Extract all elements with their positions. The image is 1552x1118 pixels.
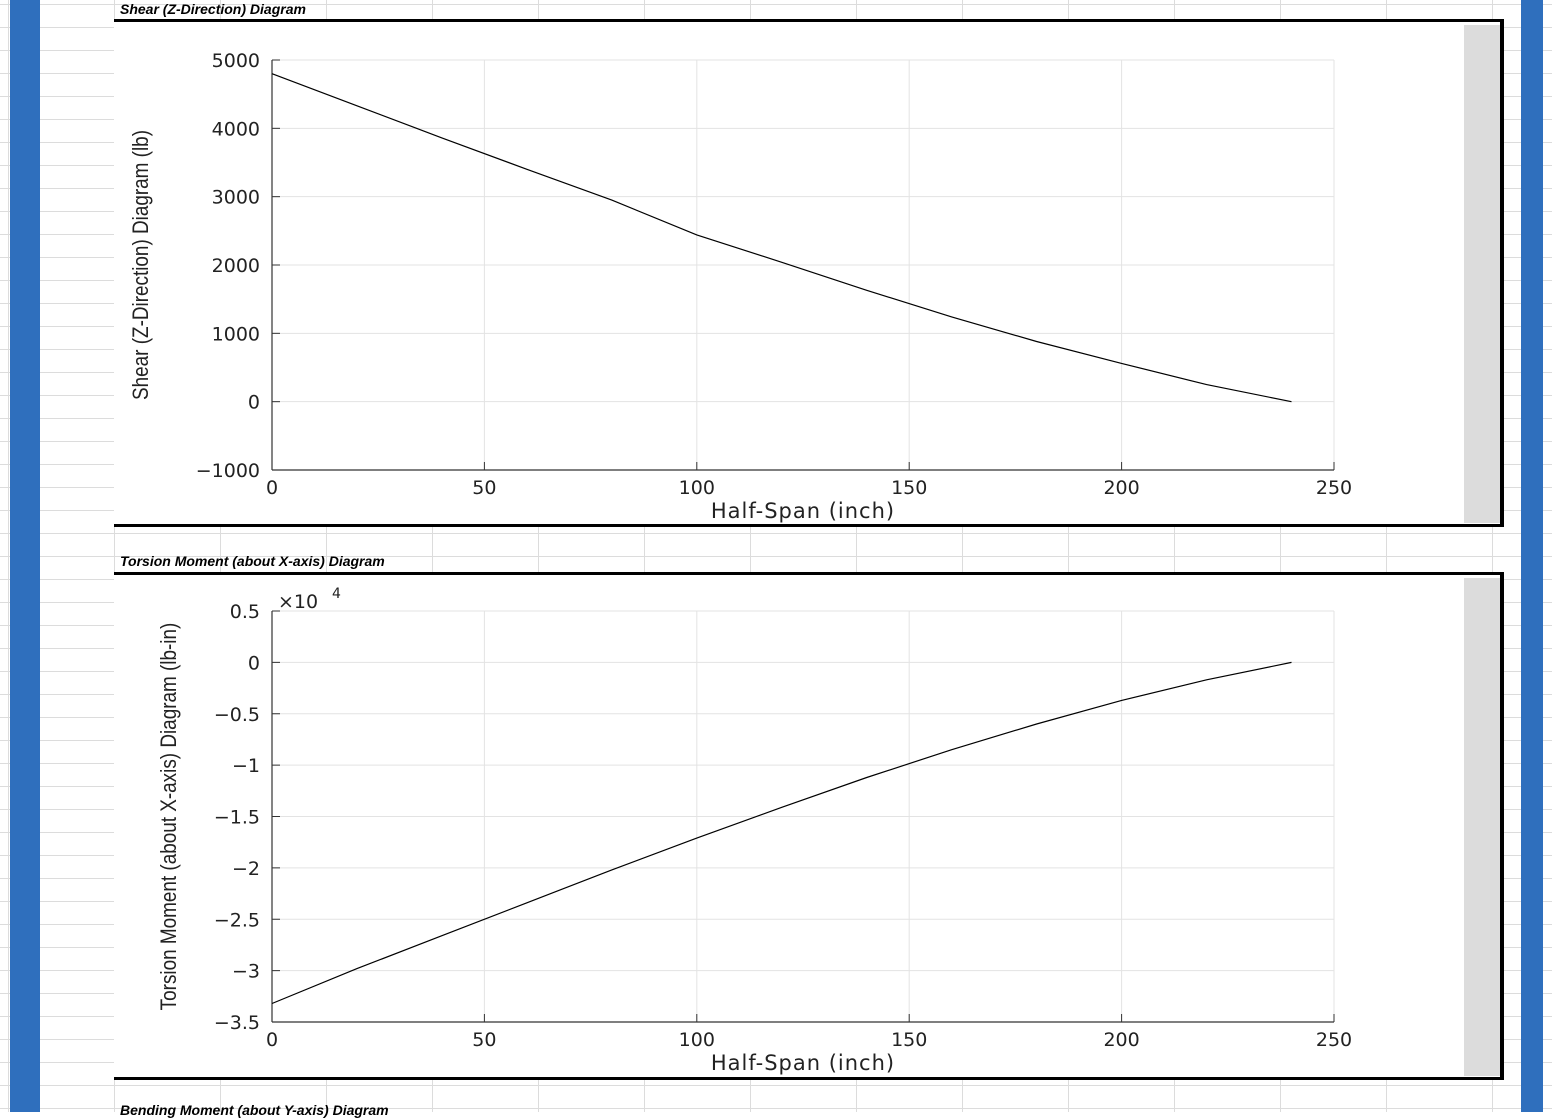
y-tick-label: 0 [248, 652, 260, 674]
x-tick-label: 250 [1316, 477, 1352, 499]
x-tick-label: 0 [266, 477, 278, 499]
y-tick-label: 0.5 [230, 601, 260, 623]
y-tick-label: −2 [232, 858, 260, 880]
y-tick-label: −3 [232, 961, 260, 983]
x-tick-label: 100 [679, 477, 715, 499]
y-tick-label: 4000 [212, 118, 260, 140]
y-tick-label: 3000 [212, 187, 260, 209]
y-tick-label: −2.5 [214, 909, 260, 931]
x-tick-label: 200 [1103, 1029, 1139, 1051]
y-tick-label: 2000 [212, 255, 260, 277]
series-line [271, 73, 1292, 403]
x-axis-label: Half-Span (inch) [711, 499, 895, 523]
x-tick-label: 0 [266, 1029, 278, 1051]
y-exponent-power: 4 [332, 586, 341, 602]
x-tick-label: 50 [472, 477, 496, 499]
y-tick-label: −0.5 [214, 704, 260, 726]
x-axis-label: Half-Span (inch) [711, 1051, 895, 1075]
section-title-bending: Bending Moment (about Y-axis) Diagram [120, 1102, 389, 1118]
section-title-shear: Shear (Z-Direction) Diagram [120, 1, 306, 17]
y-tick-label: −1000 [196, 460, 260, 482]
y-tick-label: −1 [232, 755, 260, 777]
x-tick-label: 50 [472, 1029, 496, 1051]
y-axis-label: Shear (Z-Direction) Diagram (lb) [129, 130, 154, 400]
y-axis-label: Torsion Moment (about X-axis) Diagram (l… [157, 623, 182, 1011]
series-line [271, 661, 1292, 1005]
y-tick-label: −3.5 [214, 1012, 260, 1034]
y-tick-label: 1000 [212, 323, 260, 345]
x-tick-label: 100 [679, 1029, 715, 1051]
x-tick-label: 150 [891, 477, 927, 499]
right-blue-border [1521, 0, 1543, 1112]
x-tick-label: 200 [1103, 477, 1139, 499]
side-panel [1464, 578, 1500, 1076]
y-exponent-label: ×10 [278, 591, 318, 613]
y-tick-label: −1.5 [214, 807, 260, 829]
left-blue-border [10, 0, 40, 1112]
chart-frame-torsion [114, 572, 1504, 1080]
chart-frame-shear [114, 19, 1504, 527]
x-tick-label: 250 [1316, 1029, 1352, 1051]
y-tick-label: 0 [248, 392, 260, 414]
side-panel [1464, 25, 1500, 523]
y-tick-label: 5000 [212, 50, 260, 72]
x-tick-label: 150 [891, 1029, 927, 1051]
section-title-torsion: Torsion Moment (about X-axis) Diagram [120, 553, 385, 569]
